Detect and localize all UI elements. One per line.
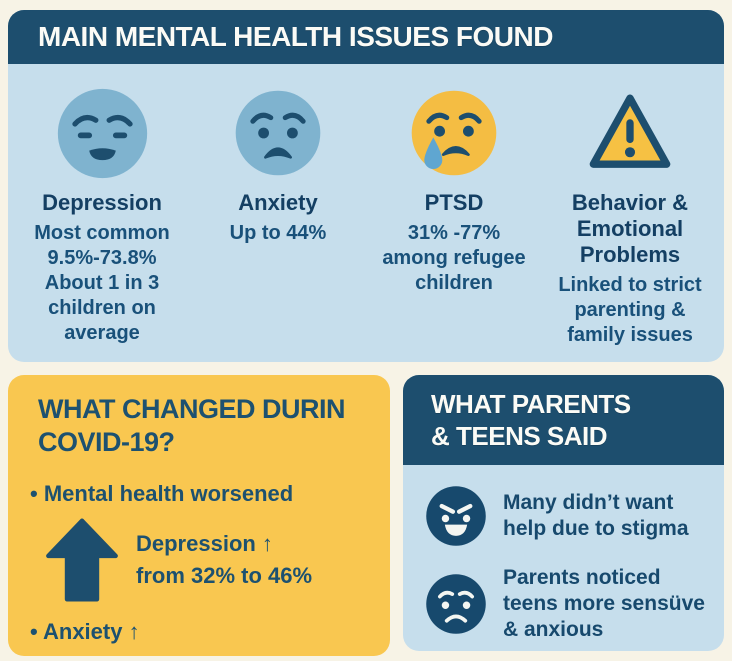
issue-detail: Most common 9.5%-73.8% About 1 in 3 chil… xyxy=(20,221,184,346)
warning-icon xyxy=(548,84,712,182)
detail-line: parenting & xyxy=(574,299,686,321)
parents-title-line1: WHAT PARENTS xyxy=(431,389,631,419)
stigma-quote-row: Many didn’t want help due to stigma xyxy=(425,485,710,547)
anxious-face-icon xyxy=(196,84,360,182)
angry-face-icon xyxy=(426,486,486,546)
issue-title: Depression xyxy=(42,190,162,215)
issue-behavior: Behavior & Emotional Problems Linked to … xyxy=(542,84,718,348)
depression-arrow-text: Depression ↑ xyxy=(136,531,273,556)
detail-line: Linked to strict xyxy=(558,274,702,296)
detail-line: average xyxy=(64,322,140,344)
sensitive-quote-row: Parents noticed teens more sensüve & anx… xyxy=(425,565,710,643)
detail-line: children on xyxy=(48,297,156,319)
parents-teens-panel: WHAT PARENTS & TEENS SAID Many didn’t wa… xyxy=(403,375,724,651)
issue-title: Anxiety xyxy=(238,190,318,215)
covid-title-line2: COVID-19? xyxy=(38,427,175,457)
parents-panel-title: WHAT PARENTS & TEENS SAID xyxy=(431,388,631,452)
main-issues-title: MAIN MENTAL HEALTH ISSUES FOUND xyxy=(38,20,553,52)
covid-title-line1: WHAT CHANGED DURIN xyxy=(38,394,345,424)
issue-detail: Linked to strict parenting & family issu… xyxy=(548,273,712,348)
sensitive-quote-text: Parents noticed teens more sensüve & anx… xyxy=(503,566,705,641)
depression-range-text: from 32% to 46% xyxy=(136,563,313,588)
issue-title: PTSD xyxy=(424,190,484,215)
depression-increase-row: Depression ↑ from 32% to 46% xyxy=(44,517,390,603)
covid-changes-panel: WHAT CHANGED DURIN COVID-19? • Mental he… xyxy=(8,375,390,656)
parents-panel-body: Many didn’t want help due to stigma Pare… xyxy=(403,465,724,643)
depression-increase-label: Depression ↑ from 32% to 46% xyxy=(136,528,312,592)
issue-detail: Up to 44% xyxy=(196,221,360,246)
covid-bullet-anxiety: • Anxiety ↑ xyxy=(30,619,140,644)
issue-detail: 31% -77% among refugee children xyxy=(372,221,536,296)
parents-title-line2: & TEENS SAID xyxy=(431,421,608,451)
crying-face-icon xyxy=(372,84,536,182)
detail-line: among refugee xyxy=(382,247,526,269)
main-issues-body: Depression Most common 9.5%-73.8% About … xyxy=(8,64,724,348)
issue-title: Behavior & Emotional Problems xyxy=(571,190,689,267)
detail-line: children xyxy=(415,272,493,294)
detail-line: About 1 in 3 xyxy=(44,272,160,294)
worried-face-icon xyxy=(426,574,486,634)
main-issues-panel: MAIN MENTAL HEALTH ISSUES FOUND Depressi… xyxy=(8,10,724,362)
issue-ptsd: PTSD 31% -77% among refugee children xyxy=(366,84,542,348)
detail-line: Up to 44% xyxy=(229,222,327,244)
issue-anxiety: Anxiety Up to 44% xyxy=(190,84,366,348)
detail-line: family issues xyxy=(567,324,693,346)
stigma-quote-text: Many didn’t want help due to stigma xyxy=(503,491,689,540)
covid-panel-title: WHAT CHANGED DURIN COVID-19? xyxy=(38,393,390,459)
up-arrow-icon xyxy=(46,518,118,602)
detail-line: Most common xyxy=(34,222,170,244)
main-issues-header: MAIN MENTAL HEALTH ISSUES FOUND xyxy=(8,10,724,64)
covid-bullet-mental-health: • Mental health worsened xyxy=(30,481,294,506)
weary-face-icon xyxy=(20,84,184,182)
detail-line: 9.5%-73.8% xyxy=(47,247,157,269)
detail-line: 31% -77% xyxy=(407,222,501,244)
parents-panel-header: WHAT PARENTS & TEENS SAID xyxy=(403,375,724,465)
issue-depression: Depression Most common 9.5%-73.8% About … xyxy=(14,84,190,348)
